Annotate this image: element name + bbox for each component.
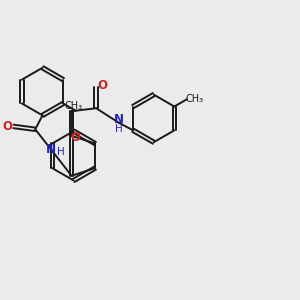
Text: H: H <box>115 124 123 134</box>
Text: N: N <box>46 143 56 156</box>
Text: N: N <box>114 113 124 126</box>
Text: O: O <box>70 131 80 144</box>
Text: H: H <box>57 147 64 157</box>
Text: O: O <box>98 80 108 92</box>
Text: O: O <box>2 120 12 133</box>
Text: CH₃: CH₃ <box>186 94 204 104</box>
Text: CH₃: CH₃ <box>64 101 83 111</box>
